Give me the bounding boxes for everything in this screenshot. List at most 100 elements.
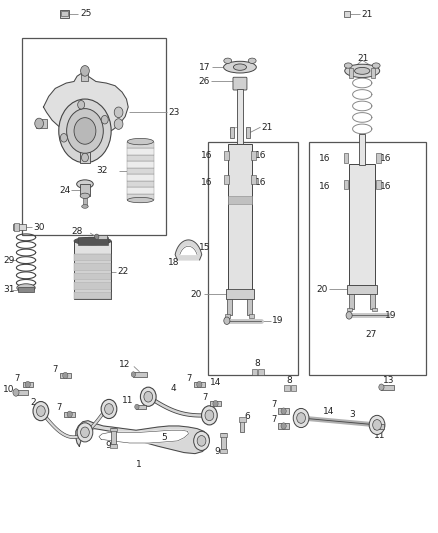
Bar (308, 142, 426, 375)
Circle shape (33, 401, 49, 421)
Bar (194, 382, 205, 387)
Bar (247, 300, 252, 316)
Bar (376, 180, 381, 189)
Ellipse shape (127, 139, 153, 145)
Bar (64, 411, 75, 417)
Bar (127, 142, 153, 148)
Bar (74, 282, 111, 290)
Polygon shape (99, 430, 188, 443)
Text: 7: 7 (52, 365, 57, 374)
Text: 26: 26 (198, 77, 209, 86)
Ellipse shape (248, 58, 256, 63)
Bar (220, 449, 227, 453)
Ellipse shape (224, 58, 232, 63)
Text: 16: 16 (319, 182, 330, 191)
Circle shape (105, 403, 113, 414)
Bar (237, 89, 243, 144)
Bar (344, 154, 348, 163)
Circle shape (114, 107, 123, 118)
Circle shape (373, 419, 381, 430)
Ellipse shape (80, 193, 90, 198)
Circle shape (67, 109, 103, 154)
Text: 19: 19 (272, 316, 283, 325)
Bar (74, 241, 111, 300)
Bar (249, 314, 254, 318)
Circle shape (293, 408, 309, 427)
Ellipse shape (17, 284, 35, 292)
Bar (220, 433, 227, 437)
Bar (224, 174, 229, 184)
Bar (251, 174, 256, 184)
Circle shape (379, 384, 384, 390)
Bar (21, 38, 166, 235)
Bar (370, 294, 375, 309)
Text: 14: 14 (323, 407, 334, 416)
Bar (372, 308, 377, 311)
Polygon shape (175, 240, 202, 260)
Ellipse shape (345, 64, 380, 77)
Bar (127, 193, 153, 200)
Bar (83, 195, 87, 206)
Text: 7: 7 (186, 374, 192, 383)
Ellipse shape (74, 237, 111, 245)
Circle shape (197, 435, 206, 446)
Bar (349, 68, 353, 78)
Bar (347, 308, 352, 311)
Bar (74, 292, 111, 300)
Circle shape (35, 118, 43, 129)
Bar (80, 184, 90, 196)
Text: 16: 16 (201, 178, 212, 187)
Circle shape (131, 372, 136, 377)
Circle shape (369, 415, 385, 434)
Text: 28: 28 (71, 227, 83, 236)
Text: 21: 21 (262, 123, 273, 132)
Bar (127, 174, 153, 181)
Bar (74, 254, 111, 261)
Bar (74, 273, 111, 280)
Circle shape (281, 423, 286, 429)
Text: 16: 16 (255, 151, 266, 160)
Text: 10: 10 (3, 385, 14, 394)
Text: 16: 16 (319, 154, 330, 163)
Bar (208, 142, 297, 375)
Text: 4: 4 (170, 384, 176, 393)
Bar (127, 181, 153, 187)
Ellipse shape (81, 205, 88, 208)
Bar (251, 151, 256, 160)
Circle shape (224, 317, 230, 325)
Text: 1: 1 (136, 460, 142, 469)
Bar (285, 384, 290, 391)
Ellipse shape (127, 197, 153, 203)
Bar (127, 148, 153, 155)
Circle shape (201, 406, 217, 425)
Bar (279, 408, 289, 414)
Bar (127, 161, 153, 167)
Bar (291, 384, 296, 391)
Bar (344, 11, 350, 17)
Bar (133, 372, 147, 377)
Text: 27: 27 (365, 330, 377, 339)
Ellipse shape (344, 63, 352, 68)
Ellipse shape (223, 61, 256, 73)
Bar (127, 187, 153, 193)
Circle shape (63, 372, 68, 378)
Text: 20: 20 (316, 285, 327, 294)
Circle shape (114, 119, 123, 130)
Circle shape (13, 389, 19, 396)
Bar (110, 427, 117, 431)
Text: 29: 29 (3, 256, 14, 264)
Text: 8: 8 (254, 359, 260, 368)
Bar (127, 167, 153, 174)
Text: 17: 17 (199, 63, 210, 71)
Ellipse shape (233, 64, 247, 70)
Bar (221, 433, 226, 449)
Circle shape (36, 406, 45, 416)
Bar (349, 165, 375, 285)
Text: 16: 16 (380, 182, 391, 191)
Circle shape (213, 400, 218, 407)
Text: 19: 19 (385, 311, 397, 320)
Bar (224, 151, 229, 160)
Circle shape (81, 427, 89, 438)
Circle shape (59, 99, 111, 163)
Circle shape (194, 431, 209, 450)
